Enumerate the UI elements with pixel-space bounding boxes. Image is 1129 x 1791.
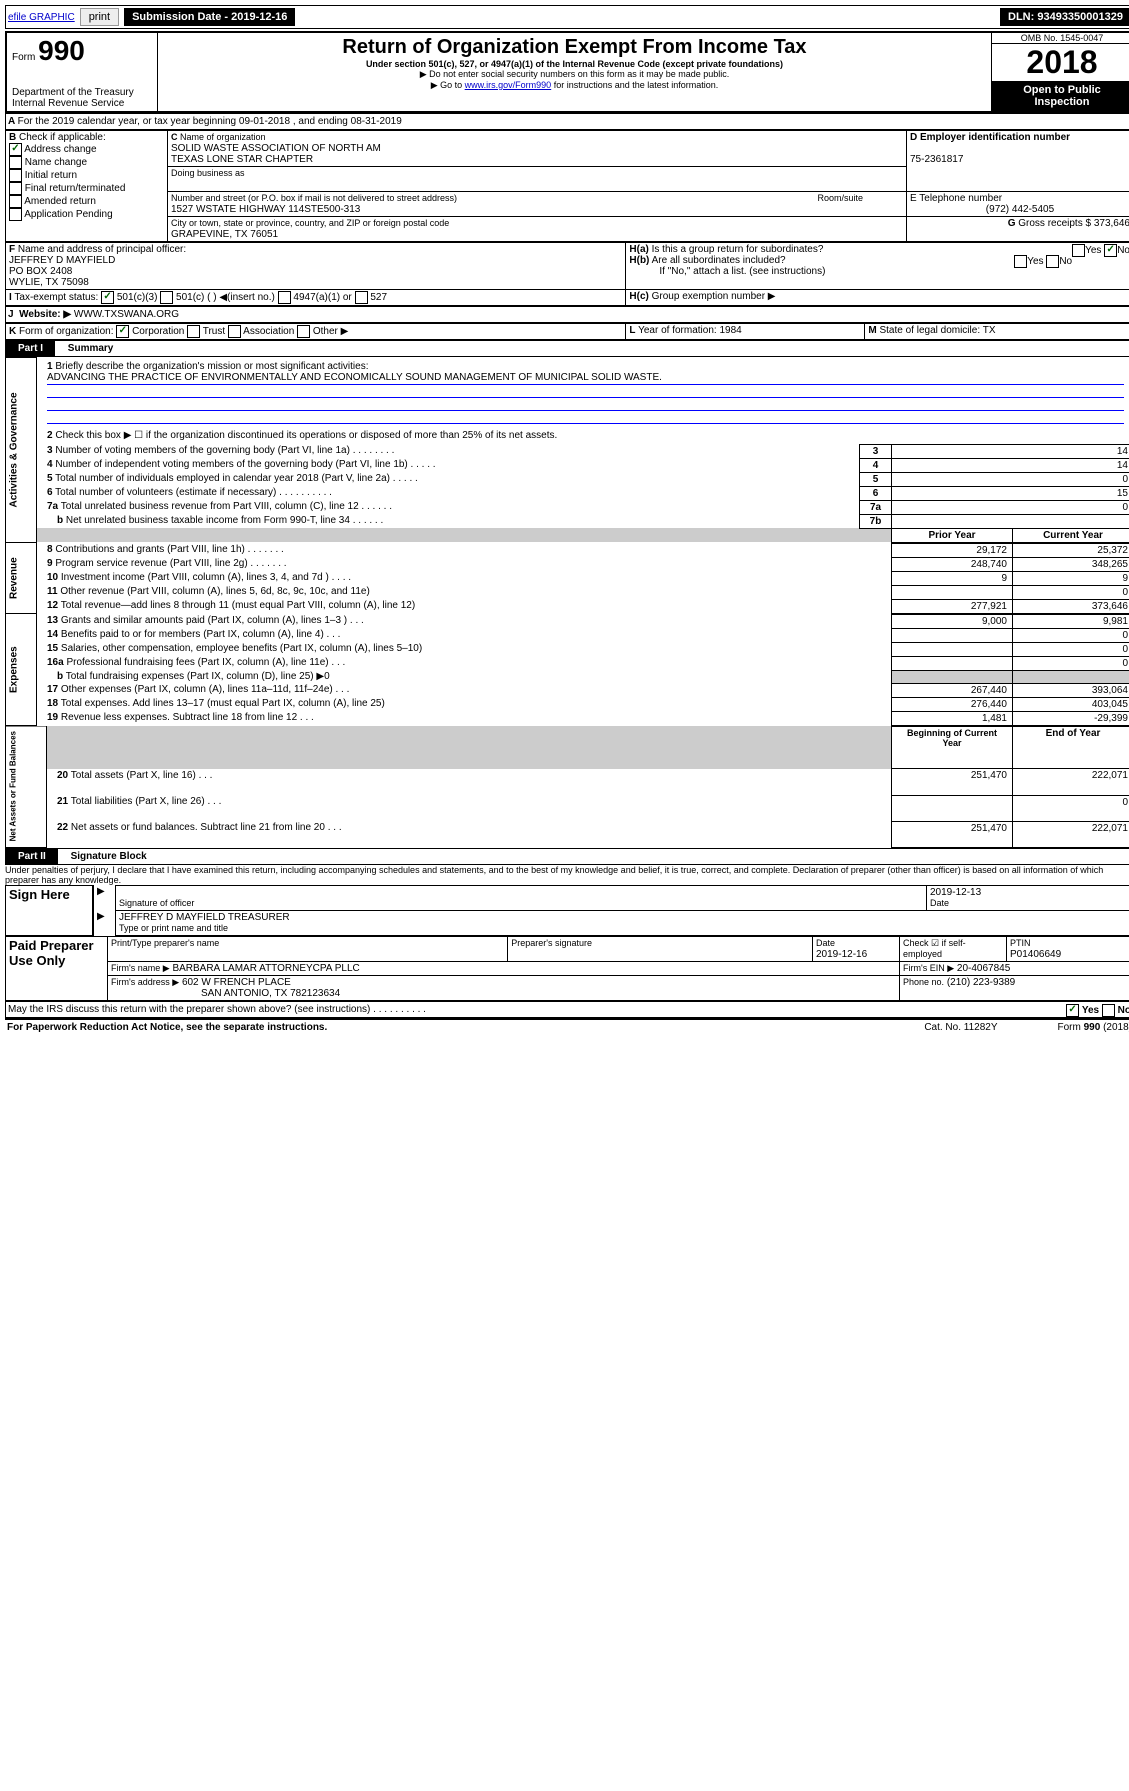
note1: Do not enter social security numbers on … (429, 69, 729, 79)
dept-label: Department of the Treasury Internal Reve… (12, 87, 152, 109)
efile-link[interactable]: efile GRAPHIC (8, 12, 75, 23)
print-button[interactable]: print (80, 8, 119, 26)
mission: ADVANCING THE PRACTICE OF ENVIRONMENTALL… (47, 372, 1124, 385)
officer-name: JEFFREY D MAYFIELD (9, 255, 115, 266)
main-title: Return of Organization Exempt From Incom… (161, 36, 988, 59)
subtitle: Under section 501(c), 527, or 4947(a)(1)… (161, 59, 988, 69)
year-formation: 1984 (719, 325, 741, 336)
state-domicile: TX (983, 325, 996, 336)
preparer-block: Paid Preparer Use Only Print/Type prepar… (5, 936, 1129, 1001)
dln: DLN: 93493350001329 (1000, 8, 1129, 26)
expenses-label: Expenses (6, 614, 37, 725)
tax-year: 2018 (992, 44, 1129, 81)
gov-row: b Net unrelated business taxable income … (6, 514, 1129, 528)
ptin: P01406649 (1010, 949, 1061, 960)
checkbox-pending[interactable] (9, 208, 22, 221)
form-footer: Form 990 (2018) (1058, 1022, 1129, 1033)
gov-row: 7a Total unrelated business revenue from… (6, 500, 1129, 514)
officer-addr: PO BOX 2408 WYLIE, TX 75098 (9, 266, 89, 288)
checkbox-address[interactable] (9, 143, 22, 156)
form-header: Form 990 Department of the Treasury Inte… (5, 31, 1129, 113)
checkbox-initial[interactable] (9, 169, 22, 182)
gov-row: 4 Number of independent voting members o… (6, 458, 1129, 472)
a-line: A For the 2019 calendar year, or tax yea… (5, 113, 1129, 130)
phone: (972) 442-5405 (910, 204, 1129, 215)
part2-header: Part II Signature Block (5, 848, 1129, 865)
part1-header: Part I Summary (5, 340, 1129, 357)
city-state: GRAPEVINE, TX 76051 (171, 229, 278, 240)
org-name: SOLID WASTE ASSOCIATION OF NORTH AM TEXA… (171, 143, 381, 165)
governance-label: Activities & Governance (6, 358, 37, 543)
form-number: 990 (38, 35, 85, 66)
street-address: 1527 WSTATE HIGHWAY 114STE500-313 (171, 204, 360, 215)
summary-table: Activities & Governance 1 Briefly descri… (5, 357, 1129, 543)
sign-block: Sign Here ▶ Signature of officer 2019-12… (5, 885, 1129, 936)
irs-link[interactable]: www.irs.gov/Form990 (465, 80, 552, 90)
declaration: Under penalties of perjury, I declare th… (5, 865, 1129, 885)
netassets-label: Net Assets or Fund Balances (6, 726, 47, 847)
omb: OMB No. 1545-0047 (992, 33, 1129, 44)
form-prefix: Form (12, 52, 35, 63)
checkbox-final[interactable] (9, 182, 22, 195)
fh-block: F Name and address of principal officer:… (5, 242, 1129, 306)
firm-name: BARBARA LAMAR ATTORNEYCPA PLLC (172, 963, 359, 974)
cat-no: Cat. No. 11282Y (924, 1022, 997, 1033)
signer-name: JEFFREY D MAYFIELD TREASURER (119, 912, 290, 923)
ein: 75-2361817 (910, 154, 963, 165)
discuss-row: May the IRS discuss this return with the… (5, 1001, 1129, 1018)
checkbox-name[interactable] (9, 156, 22, 169)
gov-row: 5 Total number of individuals employed i… (6, 472, 1129, 486)
inspection-label: Open to Public Inspection (992, 81, 1129, 111)
info-block: B Check if applicable: Address change Na… (5, 130, 1129, 242)
paperwork-notice: For Paperwork Reduction Act Notice, see … (7, 1022, 327, 1033)
website: WWW.TXSWANA.ORG (74, 309, 179, 320)
gov-row: 3 Number of voting members of the govern… (6, 444, 1129, 458)
submission-date: Submission Date - 2019-12-16 (124, 8, 295, 26)
gross-receipts: 373,646 (1094, 218, 1129, 229)
gov-row: 6 Total number of volunteers (estimate i… (6, 486, 1129, 500)
revenue-label: Revenue (6, 543, 37, 613)
top-bar: efile GRAPHIC print Submission Date - 20… (5, 5, 1129, 29)
checkbox-amended[interactable] (9, 195, 22, 208)
